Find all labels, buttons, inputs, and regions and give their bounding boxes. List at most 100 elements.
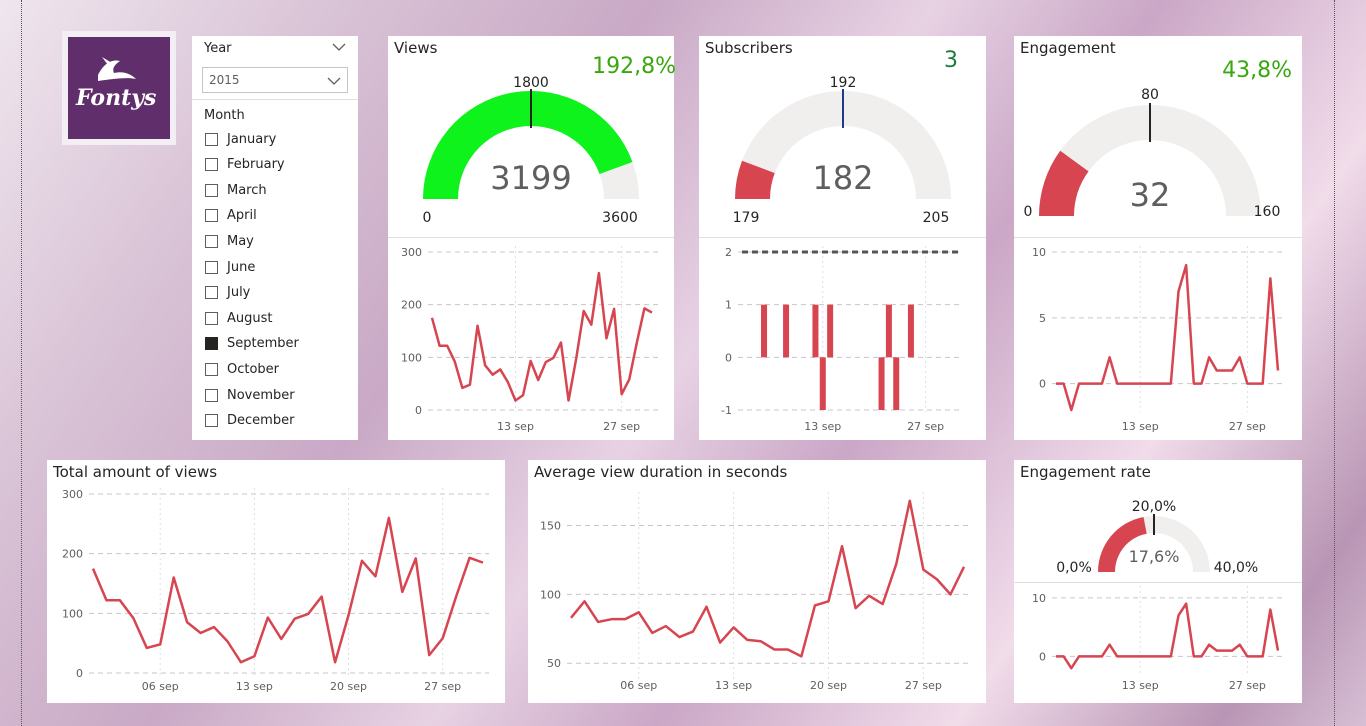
month-label: March xyxy=(227,182,267,198)
subscribers-kpi: 3 xyxy=(944,48,958,73)
gauge-min-label: 179 xyxy=(733,210,760,226)
fontys-logo: Fontys xyxy=(62,31,176,145)
year-dropdown-value: 2015 xyxy=(209,73,240,87)
year-slicer-label: Year xyxy=(204,41,232,56)
engagement-rate-panel: Engagement rate 17,6% 0,0% 40,0% 20,0% 0 10 1… xyxy=(1014,460,1302,703)
engagement-gauge: 32 0 160 80 xyxy=(1024,87,1281,220)
month-option[interactable]: April xyxy=(205,206,257,226)
x-tick-label: 27 sep xyxy=(905,679,942,692)
month-label: June xyxy=(227,259,256,275)
gauge-min-label: 0,0% xyxy=(1056,560,1092,576)
month-checkbox[interactable] xyxy=(205,414,218,428)
month-option[interactable]: December xyxy=(205,411,294,431)
x-tick-label: 13 sep xyxy=(1122,679,1159,692)
gauge-value-arc xyxy=(735,160,775,199)
month-label: September xyxy=(227,336,299,352)
year-dropdown[interactable]: 2015 xyxy=(202,67,348,93)
panel-divider xyxy=(1014,582,1302,583)
y-tick-label: 200 xyxy=(401,299,422,312)
month-option[interactable]: July xyxy=(205,283,250,303)
gauge-value-label: 182 xyxy=(812,159,873,197)
month-checkbox[interactable] xyxy=(205,311,218,325)
y-tick-label: 0 xyxy=(415,404,422,417)
series-line xyxy=(1056,263,1280,412)
month-checkbox[interactable] xyxy=(205,183,218,197)
month-label: November xyxy=(227,387,295,403)
month-checkbox[interactable] xyxy=(205,209,218,223)
month-checkbox[interactable] xyxy=(205,286,218,300)
month-label: October xyxy=(227,361,280,377)
avg-duration-title: Average view duration in seconds xyxy=(534,463,788,481)
subscribers-gauge: 182 179 205 192 xyxy=(733,75,951,226)
left-border-line xyxy=(21,0,22,726)
avg-duration-panel: Average view duration in seconds 50 100 15… xyxy=(528,460,986,703)
month-option[interactable]: June xyxy=(205,257,255,277)
month-option[interactable]: October xyxy=(205,359,279,379)
gauge-value-arc xyxy=(1039,150,1089,216)
views-line-chart: 0 100 200 300 13 sep 27 sep xyxy=(401,246,658,433)
x-tick-label: 13 sep xyxy=(804,420,841,433)
engagement-rate-line-chart: 0 10 13 sep 27 sep xyxy=(1032,586,1284,692)
month-option[interactable]: September xyxy=(205,334,299,354)
month-checkbox[interactable] xyxy=(205,132,218,146)
y-tick-label: 5 xyxy=(1039,312,1046,325)
month-option[interactable]: November xyxy=(205,385,295,405)
month-option[interactable]: August xyxy=(205,308,273,328)
x-tick-label: 13 sep xyxy=(497,420,534,433)
slicer-divider xyxy=(192,99,358,100)
y-tick-label: 0 xyxy=(1039,378,1046,391)
y-tick-label: -1 xyxy=(721,404,732,417)
engagement-rate-title: Engagement rate xyxy=(1020,463,1151,481)
month-option[interactable]: January xyxy=(205,129,276,149)
month-checkbox[interactable] xyxy=(205,234,218,248)
y-tick-label: 300 xyxy=(401,246,422,259)
engagement-panel: Engagement 43,8% 32 0 160 80 0 5 10 13 sep 27 s… xyxy=(1014,36,1302,440)
gauge-value-label: 32 xyxy=(1130,176,1171,214)
engagement-title: Engagement xyxy=(1020,39,1116,57)
bar xyxy=(893,357,900,410)
x-tick-label: 13 sep xyxy=(1122,420,1159,433)
avg-duration-line-chart: 50 100 150 06 sep 13 sep 20 sep 27 sep xyxy=(540,492,970,692)
x-tick-label: 20 sep xyxy=(810,679,847,692)
month-checkbox[interactable] xyxy=(205,388,218,402)
logo-text: Fontys xyxy=(76,85,157,111)
views-title: Views xyxy=(394,39,438,57)
month-checkbox[interactable] xyxy=(205,337,218,351)
gauge-target-label: 80 xyxy=(1141,87,1159,103)
y-tick-label: 0 xyxy=(76,667,83,680)
subscribers-bar-chart: -1 0 1 2 13 sep 27 sep xyxy=(721,246,961,433)
gauge-max-label: 205 xyxy=(923,210,950,226)
panel-divider xyxy=(388,237,674,238)
date-slicer-panel: Year 2015 Month January February March Apri… xyxy=(192,36,358,440)
rabbit-icon xyxy=(98,57,136,81)
gauge-min-label: 0 xyxy=(1024,204,1033,220)
subscribers-title: Subscribers xyxy=(705,39,793,57)
month-option[interactable]: May xyxy=(205,231,254,251)
gauge-value-label: 17,6% xyxy=(1129,547,1180,566)
month-option[interactable]: February xyxy=(205,155,285,175)
engagement-kpi: 43,8% xyxy=(1222,58,1292,83)
chevron-down-icon[interactable] xyxy=(332,42,346,52)
x-tick-label: 06 sep xyxy=(620,679,657,692)
month-label: May xyxy=(227,233,254,249)
month-label: January xyxy=(227,131,277,147)
month-label: December xyxy=(227,413,295,429)
bar xyxy=(812,304,819,358)
month-checkbox[interactable] xyxy=(205,158,218,172)
month-checkbox[interactable] xyxy=(205,260,218,274)
month-label: August xyxy=(227,310,273,326)
chevron-down-icon xyxy=(327,77,341,85)
total-views-line-chart: 0 100 200 300 06 sep 13 sep 20 sep 27 sep xyxy=(62,488,489,693)
month-checkbox[interactable] xyxy=(205,362,218,376)
month-label: February xyxy=(227,157,285,173)
gauge-target-label: 20,0% xyxy=(1132,499,1176,515)
logo-background: Fontys xyxy=(68,37,170,139)
gauge-background-arc xyxy=(1039,105,1261,216)
series-line xyxy=(91,516,484,664)
y-tick-label: 200 xyxy=(62,548,83,561)
x-tick-label: 27 sep xyxy=(424,680,461,693)
bar xyxy=(885,304,892,358)
month-slicer-label: Month xyxy=(204,108,245,123)
y-tick-label: 100 xyxy=(62,607,83,620)
month-option[interactable]: March xyxy=(205,180,267,200)
